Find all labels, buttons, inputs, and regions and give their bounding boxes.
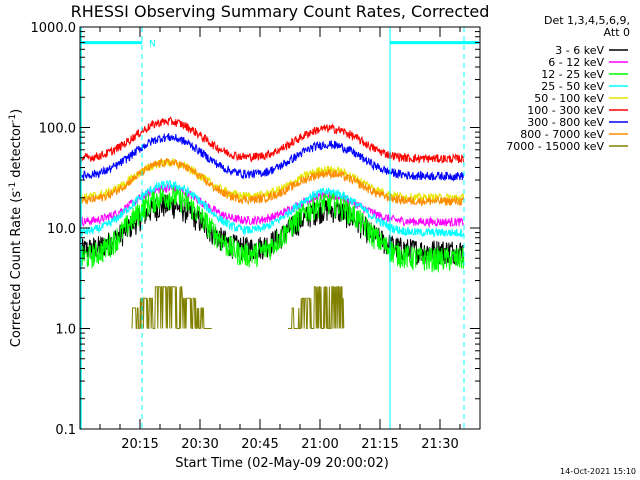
x-tick-label: 20:30: [181, 437, 218, 452]
series-line-4: [80, 180, 465, 238]
legend-label-5: 50 - 100 keV: [534, 92, 604, 105]
series-line-9: [131, 286, 345, 329]
legend-header-line-2: Att 0: [604, 26, 630, 39]
series-line-1: [80, 194, 465, 266]
y-axis-label: Corrected Count Rate (s-1 detector-1): [8, 109, 24, 347]
legend-label-6: 100 - 300 keV: [527, 104, 604, 117]
plot-area: N: [80, 27, 479, 429]
legend-label-8: 800 - 7000 keV: [520, 128, 604, 141]
legend-label-9: 7000 - 15000 keV: [506, 140, 604, 153]
series-line-7: [80, 133, 465, 182]
legend-label-1: 3 - 6 keV: [555, 44, 604, 57]
series-line-8: [80, 157, 465, 207]
x-tick-label: 20:15: [121, 437, 158, 452]
y-tick-label: 0.1: [55, 423, 76, 438]
x-tick-label: 21:15: [361, 437, 398, 452]
saa-marker-label: N: [149, 40, 156, 50]
x-tick-label: 21:00: [301, 437, 338, 452]
legend-header-line-1: Det 1,3,4,5,6,9,: [544, 14, 630, 27]
chart-title: RHESSI Observing Summary Count Rates, Co…: [71, 2, 490, 21]
x-axis-label: Start Time (02-May-09 20:00:02): [175, 456, 389, 471]
legend-label-4: 25 - 50 keV: [541, 80, 604, 93]
x-tick-label: 21:30: [421, 437, 458, 452]
y-tick-label: 1.0: [55, 323, 76, 338]
y-tick-label: 100.0: [39, 122, 76, 137]
y-tick-label: 10.0: [47, 222, 76, 237]
y-tick-label: 1000.0: [31, 21, 77, 36]
legend-label-2: 6 - 12 keV: [548, 56, 604, 69]
series-line-6: [80, 116, 465, 164]
axes: 1000.0 100.0 10.0 1.0 0.1 20:15 20:30 20:45 21:0…: [31, 21, 480, 452]
legend-label-3: 12 - 25 keV: [541, 68, 604, 81]
timestamp: 14-Oct-2021 15:10: [560, 467, 636, 476]
legend-label-7: 300 - 800 keV: [527, 116, 604, 129]
x-tick-label: 20:45: [241, 437, 278, 452]
series-line-3: [80, 185, 465, 273]
